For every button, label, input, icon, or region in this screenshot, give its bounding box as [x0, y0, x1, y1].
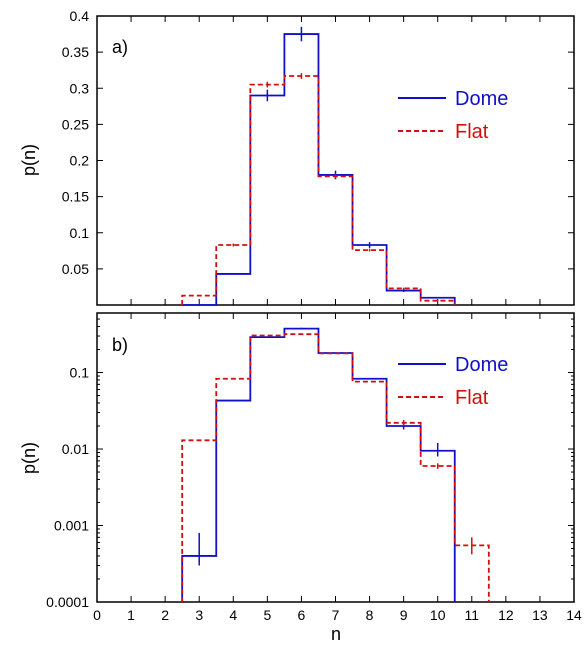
panel-a-ylabel: p(n) — [19, 144, 39, 176]
series-flat-line — [181, 333, 490, 602]
ytick-label: 0.25 — [62, 116, 89, 132]
xtick-label: 11 — [465, 607, 480, 623]
panel-a-chart: a) p(n) 0.05 0.1 0.15 0.2 0.25 0.3 0.35 0.4 Dom… — [19, 8, 575, 306]
ytick-label: 0.2 — [70, 153, 90, 169]
ytick-label: 0.1 — [70, 365, 90, 381]
ytick-label: 0.001 — [54, 518, 89, 534]
xtick-label: 4 — [229, 607, 237, 623]
xtick-label: 13 — [532, 607, 548, 623]
xtick-label: 14 — [566, 607, 582, 623]
legend-flat-label: Flat — [455, 121, 489, 143]
panel-b-xlabel: n — [331, 624, 341, 644]
ytick-label: 0.4 — [70, 8, 90, 24]
series-dome-line — [181, 327, 456, 602]
xtick-label: 2 — [161, 607, 169, 623]
panel-a-frame — [96, 15, 575, 306]
legend-flat-label: Flat — [455, 387, 489, 409]
series-flat-line — [181, 75, 456, 305]
xtick-label: 5 — [263, 607, 271, 623]
xtick-label: 12 — [498, 607, 514, 623]
panel-b-xticks: 0 1 2 3 4 5 6 7 8 9 10 11 12 13 14 — [93, 313, 582, 623]
panel-b-label: b) — [112, 335, 128, 355]
ytick-label: 0.05 — [62, 261, 89, 277]
ytick-label: 0.35 — [62, 44, 89, 60]
panel-b-series — [181, 327, 490, 602]
xtick-label: 1 — [127, 607, 135, 623]
legend-dome-label: Dome — [455, 354, 508, 376]
ytick-label: 0.01 — [62, 441, 89, 457]
panel-a-yticks: 0.05 0.1 0.15 0.2 0.25 0.3 0.35 0.4 — [62, 8, 575, 305]
panel-a-series — [181, 26, 456, 306]
ytick-label: 0.3 — [70, 80, 90, 96]
ytick-label: 0.0001 — [46, 594, 89, 610]
panel-a-label: a) — [112, 37, 128, 57]
xtick-label: 10 — [430, 607, 446, 623]
panel-a-legend: Dome Flat — [398, 88, 508, 143]
xtick-label: 7 — [332, 607, 340, 623]
xtick-label: 6 — [298, 607, 306, 623]
xtick-label: 9 — [400, 607, 408, 623]
panel-b-ylabel: p(n) — [19, 442, 39, 474]
xtick-label: 8 — [366, 607, 374, 623]
xtick-label: 0 — [93, 607, 101, 623]
panel-b-yticks: 0.0001 0.001 0.01 0.1 — [46, 318, 574, 610]
xtick-label: 3 — [195, 607, 203, 623]
ytick-label: 0.1 — [70, 225, 90, 241]
legend-dome-label: Dome — [455, 88, 508, 110]
panel-b-legend: Dome Flat — [398, 354, 508, 409]
ytick-label: 0.15 — [62, 189, 89, 205]
